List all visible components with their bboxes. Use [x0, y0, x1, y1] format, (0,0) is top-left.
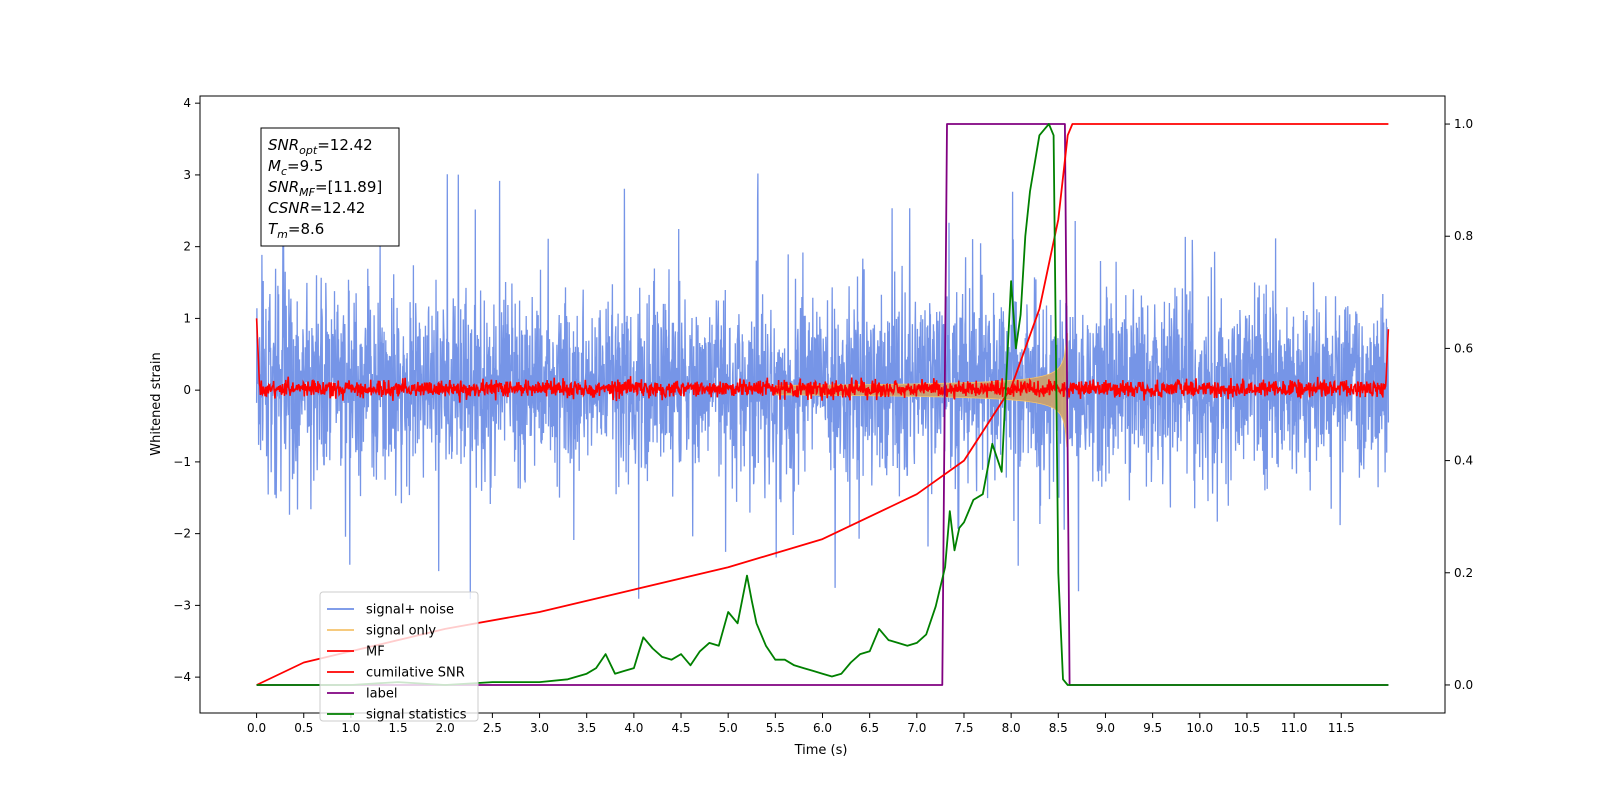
y2-tick-label: 0.0 — [1454, 678, 1473, 692]
x-tick-label: 5.0 — [719, 721, 738, 735]
x-tick-label: 8.5 — [1049, 721, 1068, 735]
annotation-line: Mc=9.5 — [268, 157, 323, 178]
x-tick-label: 2.5 — [483, 721, 502, 735]
x-tick-label: 9.0 — [1096, 721, 1115, 735]
annotation-line: CSNR=12.42 — [268, 199, 365, 217]
series-signal-noise — [255, 173, 1390, 600]
x-tick-label: 11.0 — [1281, 721, 1308, 735]
x-tick-label: 1.5 — [389, 721, 408, 735]
y-tick-label: −4 — [173, 670, 191, 684]
y-tick-label: −2 — [173, 527, 191, 541]
x-tick-label: 10.0 — [1186, 721, 1213, 735]
legend: signal+ noise signal only MF cumilative SNR… — [319, 591, 479, 723]
legend-entry: signal statistics — [366, 708, 467, 723]
annotation-line: Tm=8.6 — [268, 220, 324, 241]
x-tick-label: 10.5 — [1234, 721, 1261, 735]
legend-entry: label — [366, 687, 397, 702]
x-tick-label: 2.0 — [436, 721, 455, 735]
y-tick-label: −1 — [173, 455, 191, 469]
legend-entry: MF — [366, 645, 385, 660]
x-tick-label: 1.0 — [341, 721, 360, 735]
legend-entry: signal+ noise — [366, 603, 454, 618]
y-tick-label: 0 — [183, 383, 191, 397]
annotation-line: SNRMF=[11.89] — [268, 178, 382, 199]
series-signal-statistics — [256, 123, 1389, 686]
x-axis-ticks: 0.0 0.5 1.0 1.5 2.0 2.5 3.0 3.5 4.0 4.5 5.0 5.5 6.0 6… — [247, 713, 1355, 735]
y-tick-label: 3 — [183, 168, 191, 182]
y2-tick-label: 1.0 — [1454, 117, 1473, 131]
y-tick-label: −3 — [173, 598, 191, 612]
x-tick-label: 8.0 — [1002, 721, 1021, 735]
y2-tick-label: 0.2 — [1454, 566, 1473, 580]
y-axis-left-ticks: −4 −3 −2 −1 0 1 2 3 4 — [173, 96, 200, 684]
x-tick-label: 7.5 — [954, 721, 973, 735]
x-tick-label: 4.0 — [624, 721, 643, 735]
y2-tick-label: 0.6 — [1454, 341, 1473, 355]
x-tick-label: 6.0 — [813, 721, 832, 735]
x-tick-label: 0.5 — [294, 721, 313, 735]
y-axis-label: Whitened strain — [149, 352, 164, 455]
x-tick-label: 0.0 — [247, 721, 266, 735]
y-tick-label: 1 — [183, 311, 191, 325]
series-mf — [255, 318, 1390, 403]
x-tick-label: 5.5 — [766, 721, 785, 735]
x-tick-label: 3.0 — [530, 721, 549, 735]
x-tick-label: 6.5 — [860, 721, 879, 735]
series-layer — [255, 123, 1390, 686]
x-axis-label: Time (s) — [794, 743, 848, 758]
x-tick-label: 7.0 — [907, 721, 926, 735]
y2-tick-label: 0.4 — [1454, 454, 1473, 468]
y2-tick-label: 0.8 — [1454, 229, 1473, 243]
x-tick-label: 9.5 — [1143, 721, 1162, 735]
metrics-annotation-box: SNRopt=12.42Mc=9.5SNRMF=[11.89]CSNR=12.4… — [260, 127, 400, 247]
legend-entry: cumilative SNR — [366, 666, 465, 681]
y-tick-label: 2 — [183, 240, 191, 254]
x-tick-label: 4.5 — [671, 721, 690, 735]
x-tick-label: 11.5 — [1328, 721, 1355, 735]
y-tick-label: 4 — [183, 96, 191, 110]
legend-entry: signal only — [366, 624, 436, 639]
y-axis-right-ticks: 0.0 0.2 0.4 0.6 0.8 1.0 — [1445, 117, 1473, 692]
x-tick-label: 3.5 — [577, 721, 596, 735]
annotation-line: SNRopt=12.42 — [268, 136, 373, 157]
